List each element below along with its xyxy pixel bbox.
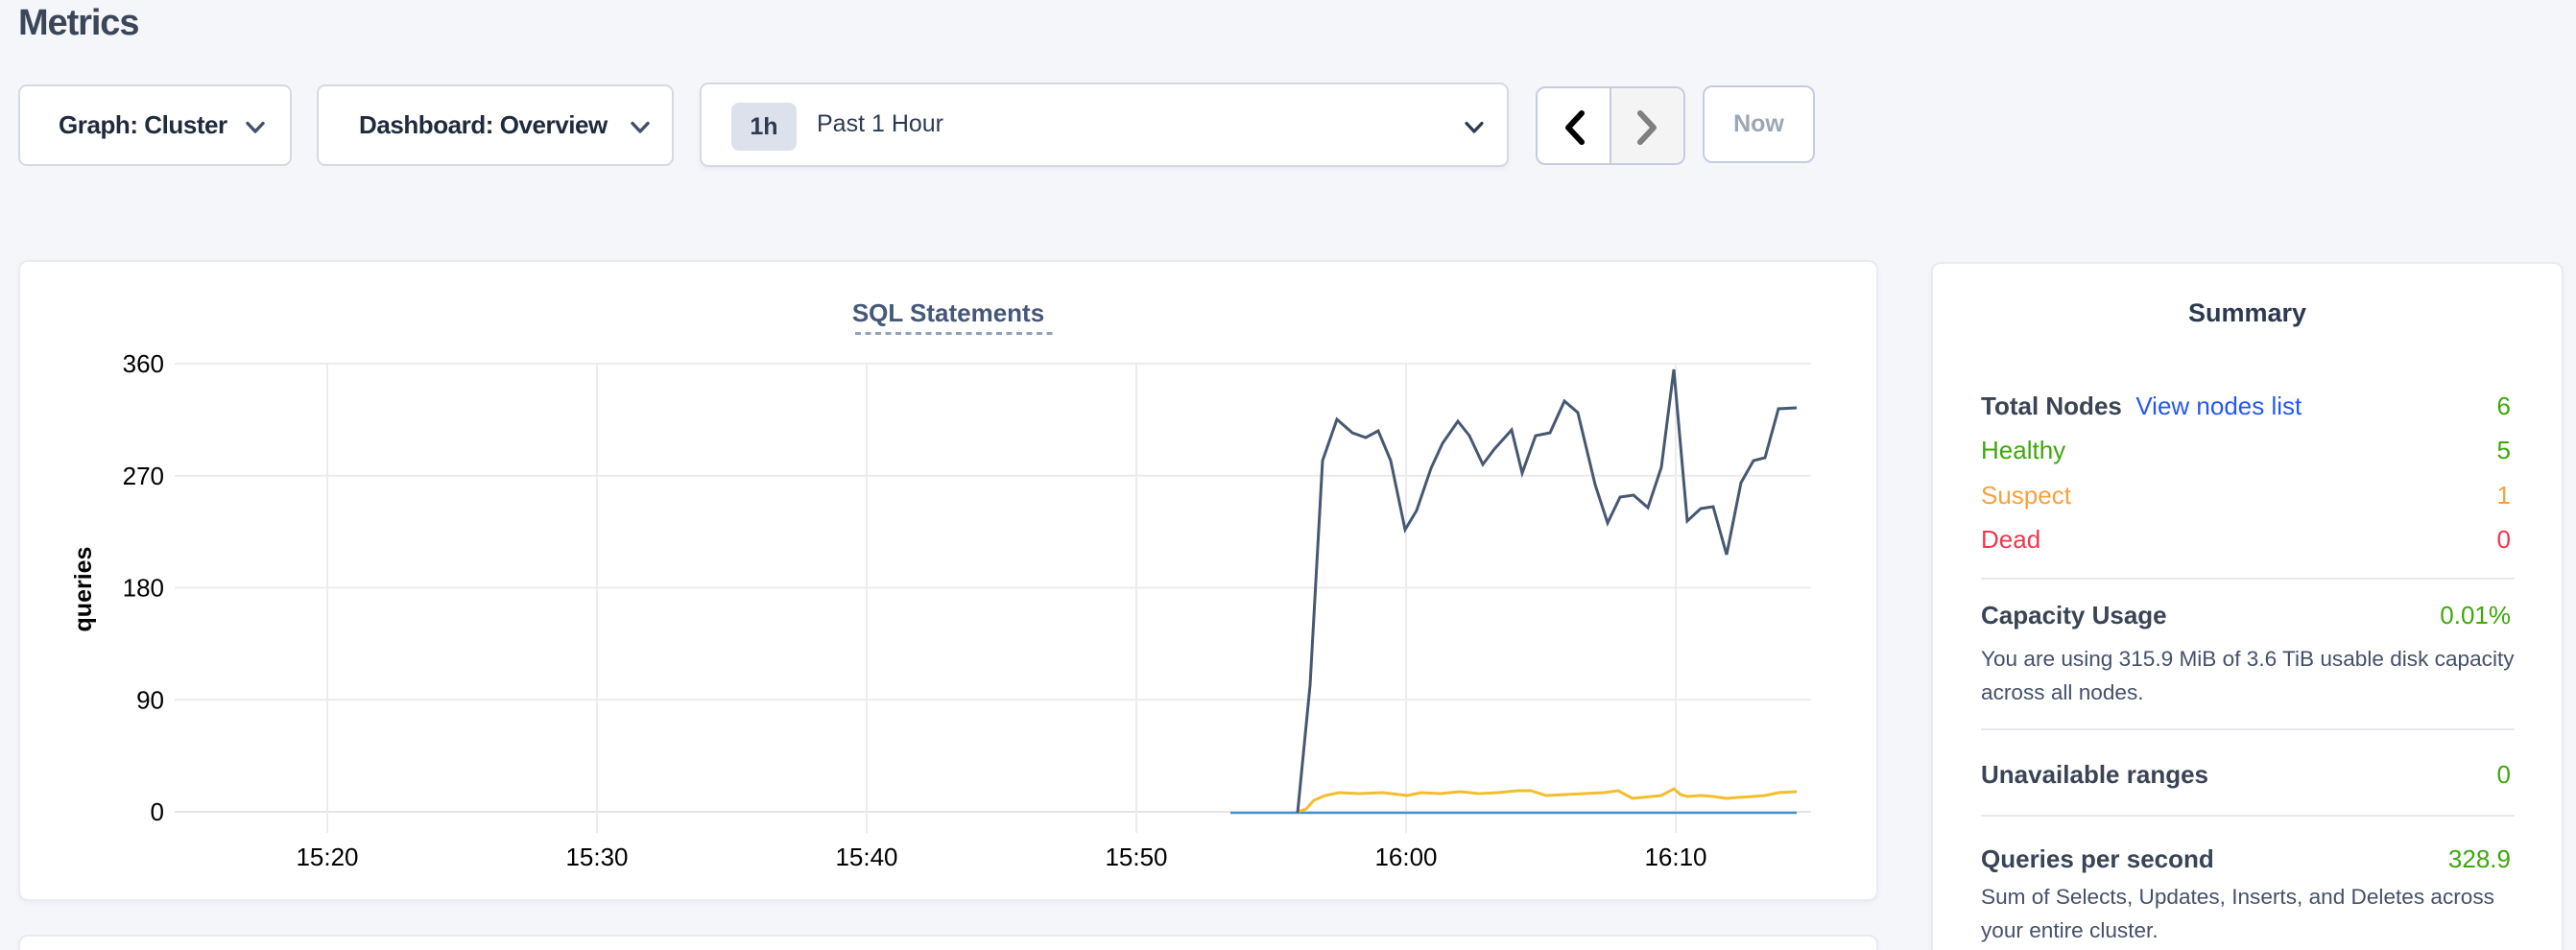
svg-text:180: 180 <box>123 574 164 603</box>
svg-text:15:20: 15:20 <box>296 843 358 871</box>
svg-text:15:50: 15:50 <box>1105 843 1167 871</box>
svg-text:15:30: 15:30 <box>565 843 628 871</box>
svg-text:16:00: 16:00 <box>1374 843 1437 871</box>
svg-text:360: 360 <box>123 349 164 378</box>
svg-text:16:10: 16:10 <box>1644 843 1706 871</box>
svg-text:0: 0 <box>151 797 164 826</box>
svg-text:90: 90 <box>136 685 164 714</box>
svg-text:queries: queries <box>70 547 97 632</box>
svg-text:15:40: 15:40 <box>835 843 897 871</box>
svg-text:270: 270 <box>123 462 164 490</box>
